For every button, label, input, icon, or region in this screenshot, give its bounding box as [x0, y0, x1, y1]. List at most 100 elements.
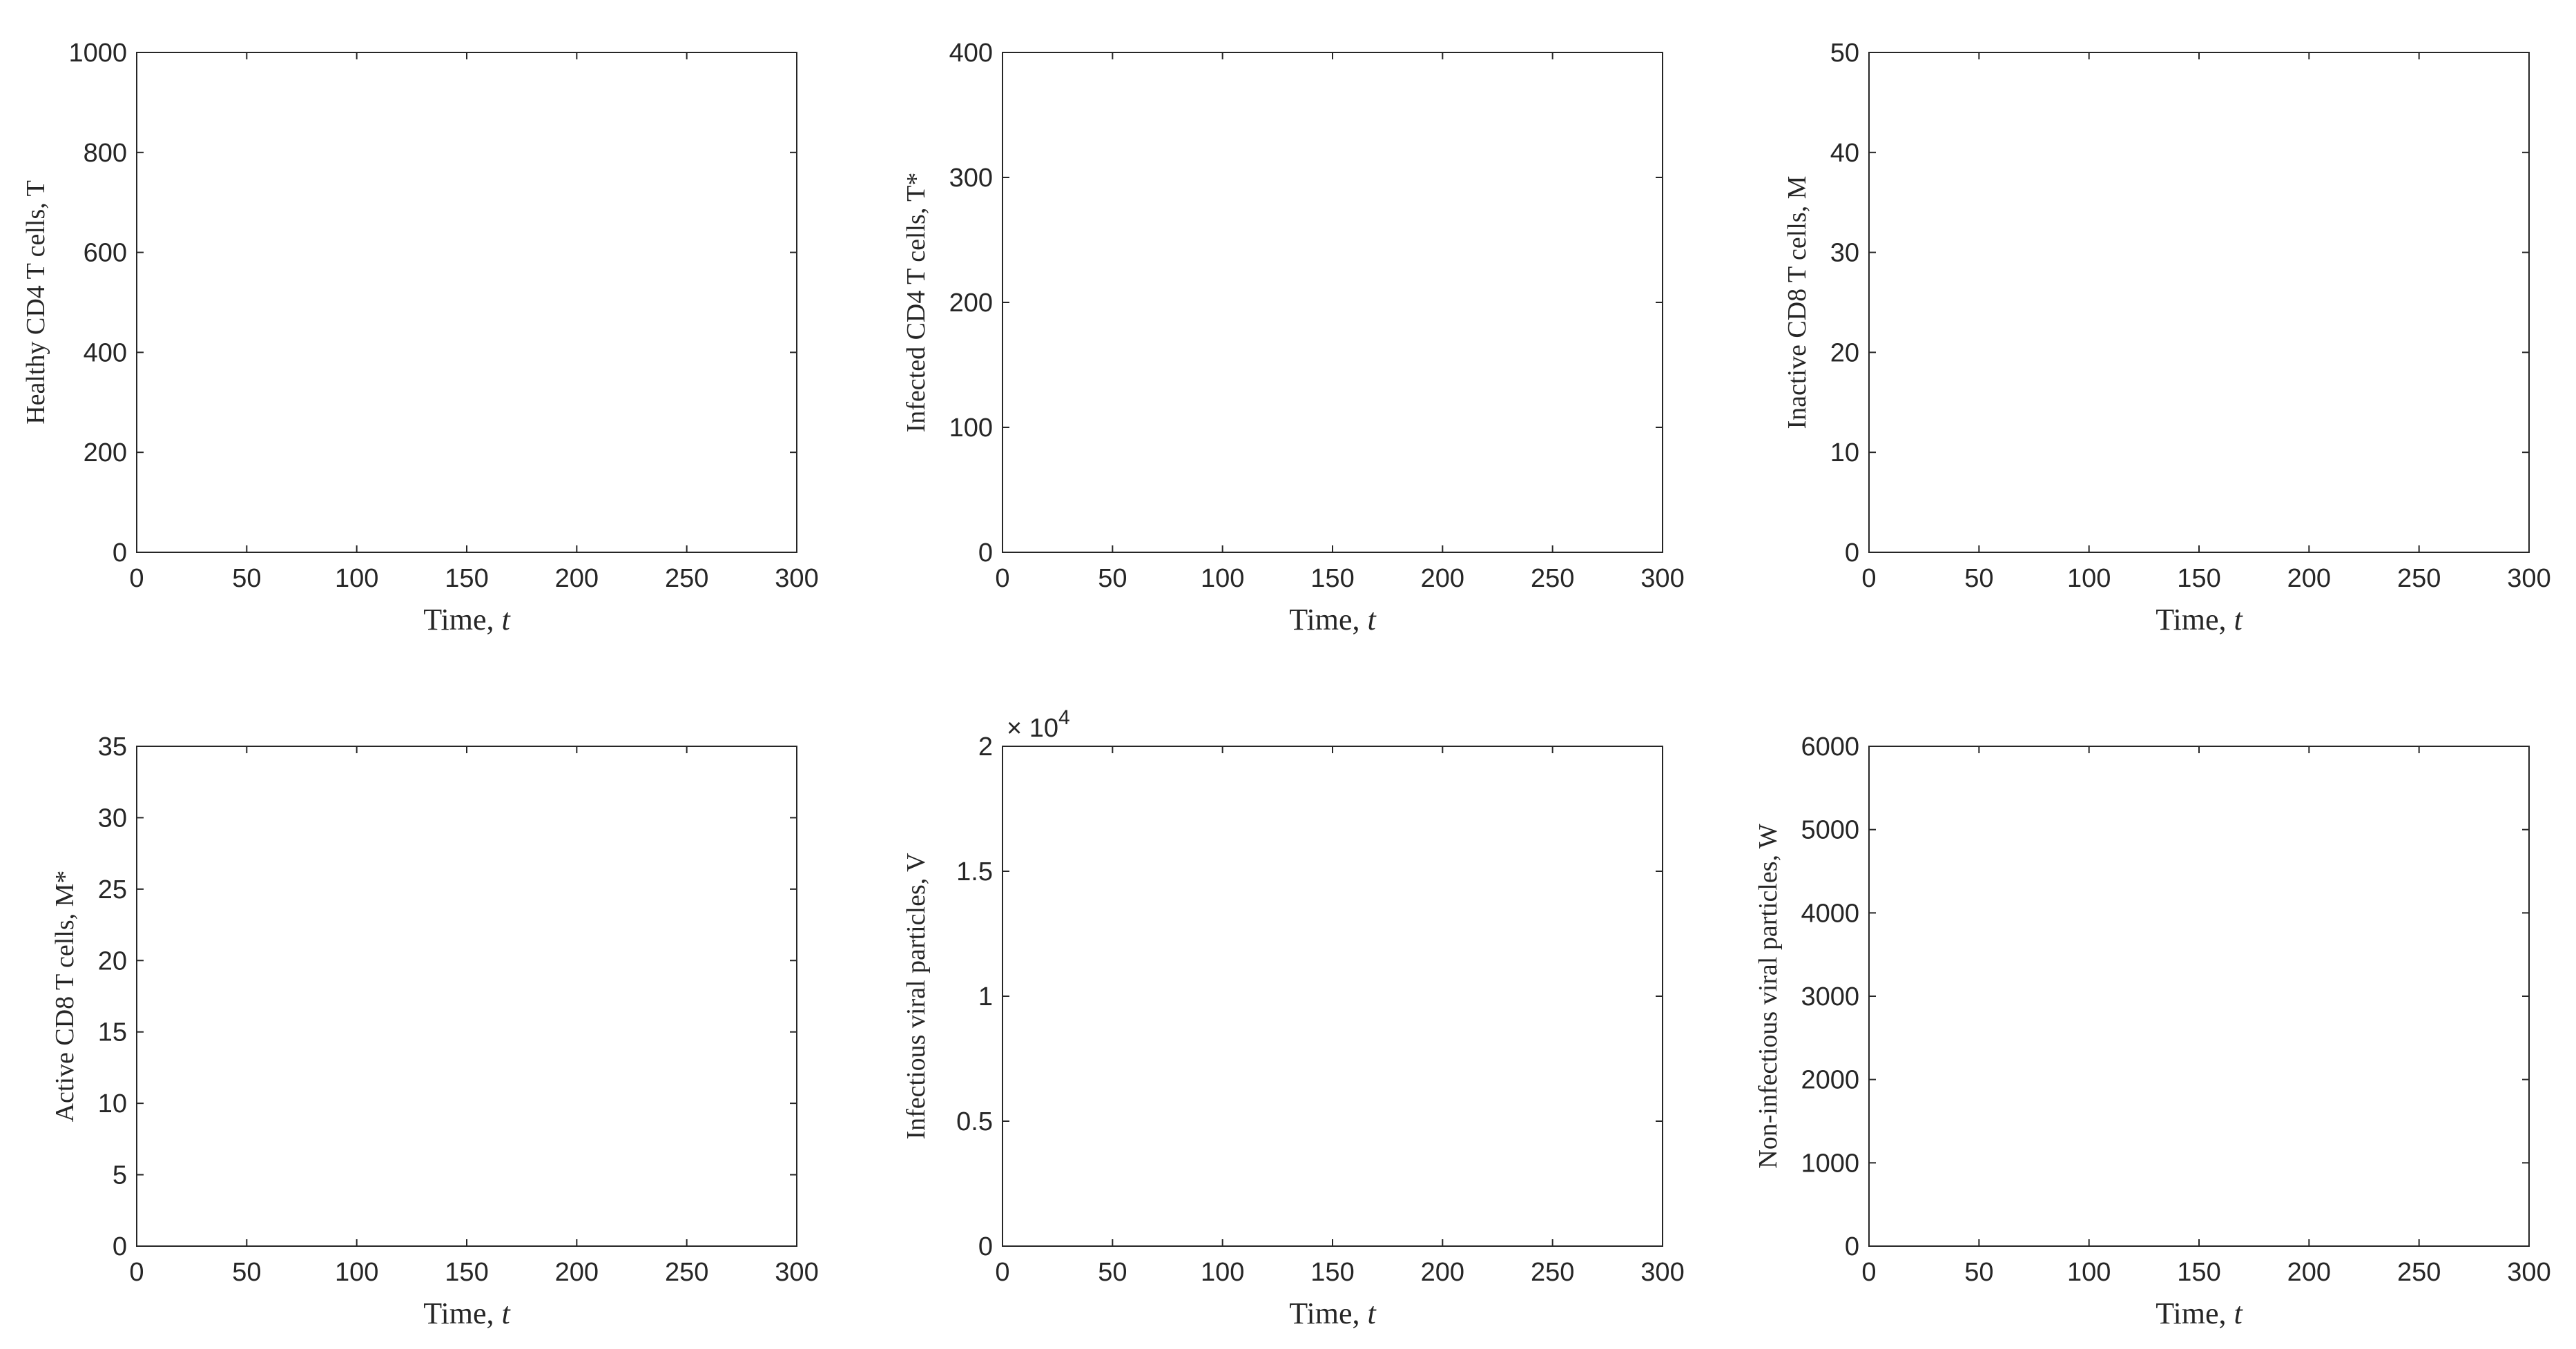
- y-tick-label: 2: [978, 732, 993, 761]
- x-axis-label: Time, t: [423, 603, 511, 637]
- x-tick-label: 150: [1310, 1258, 1354, 1287]
- y-tick-label: 30: [98, 804, 127, 833]
- axes-frame: [1002, 746, 1663, 1247]
- y-tick-label: 600: [84, 239, 127, 268]
- y-tick-label: 0: [978, 1232, 993, 1261]
- axes-frame: [1002, 52, 1663, 553]
- chart-panel-1: 0 50 100 150 200 250 300 0 200 400 600 800 1000 Time,…: [21, 39, 819, 637]
- y-tick-label: 400: [949, 39, 993, 68]
- x-tick-label: 200: [555, 1258, 599, 1287]
- axes-frame: [1868, 746, 2530, 1247]
- x-tick-label: 250: [665, 564, 708, 593]
- y-tick-label: 6000: [1801, 732, 1859, 761]
- y-tick-label: 100: [949, 414, 993, 443]
- y-tick-label: 50: [1830, 39, 1859, 68]
- y-tick-label: 0: [113, 538, 127, 567]
- x-tick-label: 200: [1421, 564, 1464, 593]
- x-tick-label: 250: [1531, 1258, 1574, 1287]
- x-axis-label: Time, t: [423, 1297, 511, 1330]
- y-tick-label: 1000: [68, 39, 127, 68]
- y-tick-label: 200: [949, 289, 993, 318]
- x-tick-label: 200: [555, 564, 599, 593]
- x-tick-label: 0: [129, 1258, 144, 1287]
- x-tick-label: 200: [2287, 564, 2331, 593]
- y-exponent-label: × 104: [1007, 706, 1070, 743]
- x-tick-label: 300: [2507, 564, 2550, 593]
- x-tick-label: 100: [1201, 564, 1244, 593]
- x-tick-label: 300: [775, 1258, 818, 1287]
- y-tick-label: 20: [98, 947, 127, 976]
- y-tick-label: 25: [98, 875, 127, 904]
- y-tick-label: 2000: [1801, 1066, 1859, 1095]
- x-tick-label: 150: [1310, 564, 1354, 593]
- y-axis-label: Infectious viral particles, V: [902, 853, 931, 1140]
- y-tick-label: 400: [84, 338, 127, 367]
- x-tick-label: 50: [232, 1258, 261, 1287]
- y-tick-label: 10: [1830, 438, 1859, 467]
- x-tick-label: 0: [995, 1258, 1009, 1287]
- axes-frame: [136, 52, 797, 553]
- y-tick-label: 1.5: [956, 857, 993, 886]
- x-tick-label: 50: [1964, 564, 1993, 593]
- x-axis-label: Time, t: [2156, 603, 2243, 637]
- y-tick-label: 1: [978, 982, 993, 1011]
- y-tick-label: 0: [1845, 538, 1859, 567]
- x-tick-label: 250: [1531, 564, 1574, 593]
- y-tick-label: 200: [84, 438, 127, 467]
- y-tick-label: 30: [1830, 239, 1859, 268]
- x-axis-label: Time, t: [2156, 1297, 2243, 1330]
- x-tick-label: 0: [995, 564, 1009, 593]
- x-tick-label: 200: [1421, 1258, 1464, 1287]
- y-tick-label: 10: [98, 1089, 127, 1118]
- chart-panel-6: 0 50 100 150 200 250 3000100020003000400050006…: [1754, 732, 2551, 1330]
- x-tick-label: 200: [2287, 1258, 2331, 1287]
- y-tick-label: 3000: [1801, 982, 1859, 1011]
- y-tick-label: 1000: [1801, 1149, 1859, 1178]
- x-tick-label: 250: [2397, 564, 2441, 593]
- x-tick-label: 150: [445, 1258, 488, 1287]
- x-tick-label: 50: [1098, 564, 1127, 593]
- x-axis-label: Time, t: [1289, 1297, 1377, 1330]
- y-tick-label: 0.5: [956, 1107, 993, 1136]
- y-axis-label: Infected CD4 T cells, T*: [902, 173, 931, 433]
- y-tick-label: 15: [98, 1018, 127, 1047]
- x-tick-label: 100: [2067, 564, 2111, 593]
- y-tick-label: 20: [1830, 338, 1859, 367]
- x-tick-label: 100: [335, 564, 378, 593]
- x-tick-label: 300: [1640, 564, 1684, 593]
- chart-panel-5: 0 50 100 150 200 250 300 0 0.5 1 1.5 2 × 104 Time, t I…: [902, 706, 1685, 1330]
- x-tick-label: 300: [2507, 1258, 2550, 1287]
- y-tick-label: 300: [949, 164, 993, 193]
- y-tick-label: 40: [1830, 139, 1859, 168]
- x-tick-label: 50: [1964, 1258, 1993, 1287]
- axes-frame: [1868, 52, 2530, 553]
- y-axis-label: Non-infectious viral particles, W: [1754, 824, 1783, 1169]
- chart-panel-4: 0 50 100 150 200 250 300 0 5 10 15 20 25 30 35 Time, t A…: [50, 732, 819, 1330]
- x-tick-label: 100: [335, 1258, 378, 1287]
- y-tick-label: 0: [978, 538, 993, 567]
- y-tick-label: 0: [1845, 1232, 1859, 1261]
- x-tick-label: 100: [1201, 1258, 1244, 1287]
- y-tick-label: 0: [113, 1232, 127, 1261]
- x-tick-label: 300: [775, 564, 818, 593]
- x-tick-label: 150: [445, 564, 488, 593]
- x-tick-label: 50: [232, 564, 261, 593]
- y-tick-label: 800: [84, 139, 127, 168]
- chart-panel-2: 0 50 100 150 200 250 300 0 100 200 300 400 Time, t In…: [902, 39, 1685, 637]
- x-tick-label: 150: [2177, 564, 2220, 593]
- x-tick-label: 50: [1098, 1258, 1127, 1287]
- x-tick-label: 300: [1640, 1258, 1684, 1287]
- y-axis-label: Healthy CD4 T cells, T: [21, 180, 50, 425]
- x-tick-label: 0: [1861, 1258, 1876, 1287]
- y-tick-label: 4000: [1801, 899, 1859, 928]
- y-tick-label: 5: [113, 1161, 127, 1190]
- y-axis-label: Active CD8 T cells, M*: [50, 871, 79, 1123]
- y-tick-label: 35: [98, 732, 127, 761]
- x-tick-label: 250: [2397, 1258, 2441, 1287]
- y-axis-label: Inactive CD8 T cells, M: [1783, 176, 1812, 429]
- axes-frame: [136, 746, 797, 1247]
- x-tick-label: 100: [2067, 1258, 2111, 1287]
- x-axis-label: Time, t: [1289, 603, 1377, 637]
- chart-panel-3: 0 50 100 150 200 250 300 0 10 20 30 40 50 Time, t Inac…: [1783, 39, 2551, 637]
